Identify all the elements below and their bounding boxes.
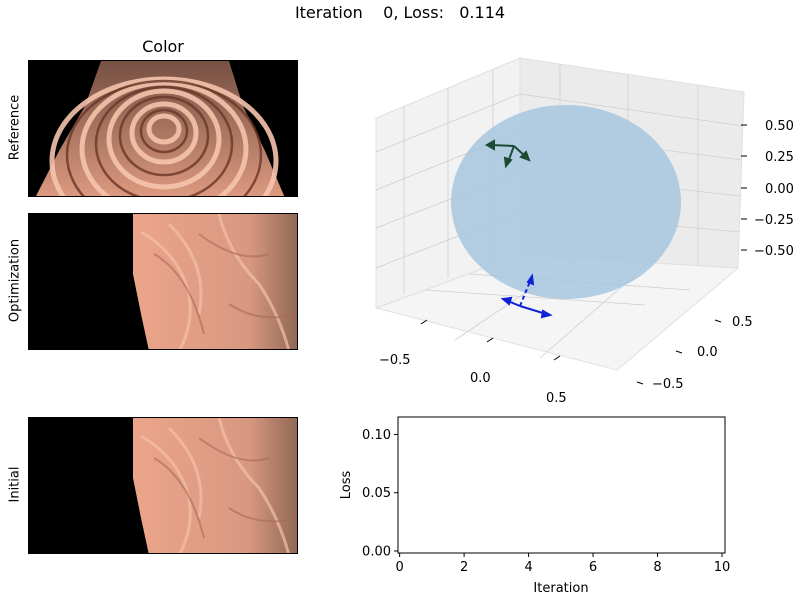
initial-render-image <box>28 417 298 554</box>
y-tick-label: −0.5 <box>652 377 684 392</box>
figure-title: Iteration 0, Loss: 0.114 <box>294 3 506 22</box>
x-tick-label: 0.5 <box>546 391 567 406</box>
loss-y-tick-label: 0.05 <box>362 486 391 501</box>
loss-x-tick-label: 4 <box>524 560 532 575</box>
x-tick-label: 0.0 <box>470 371 491 386</box>
loss-x-tick-label: 10 <box>714 560 731 575</box>
optimization-render-image <box>28 213 298 350</box>
loss-y-axis-label: Loss <box>339 471 354 500</box>
loss-x-tick-label: 8 <box>653 560 661 575</box>
loss-plot-frame <box>397 416 726 554</box>
x-tick-label: −0.5 <box>379 353 411 368</box>
sphere <box>451 105 681 299</box>
loss-x-axis-label: Iteration <box>533 581 588 596</box>
pane-floor <box>374 254 740 371</box>
z-tick-label: 0.50 <box>765 119 794 134</box>
column-title-color: Color <box>142 37 184 56</box>
loss-x-tick-label: 2 <box>460 560 468 575</box>
y-tick-label: 0.0 <box>697 345 718 360</box>
z-tick-label: 0.25 <box>765 150 794 165</box>
camera-pose-arrows <box>500 273 553 319</box>
z-tick-label: −0.25 <box>754 213 794 228</box>
loss-y-tick-label: 0.10 <box>362 428 391 443</box>
loss-x-tick-label: 6 <box>589 560 597 575</box>
loss-x-tick-label: 0 <box>395 560 403 575</box>
z-tick-label: −0.50 <box>754 244 794 259</box>
reference-render-image <box>28 60 298 197</box>
y-tick-label: 0.5 <box>732 315 753 330</box>
loss-y-tick-label: 0.00 <box>362 545 391 560</box>
z-tick-label: 0.00 <box>765 182 794 197</box>
reference-pose-arrows <box>484 139 531 169</box>
